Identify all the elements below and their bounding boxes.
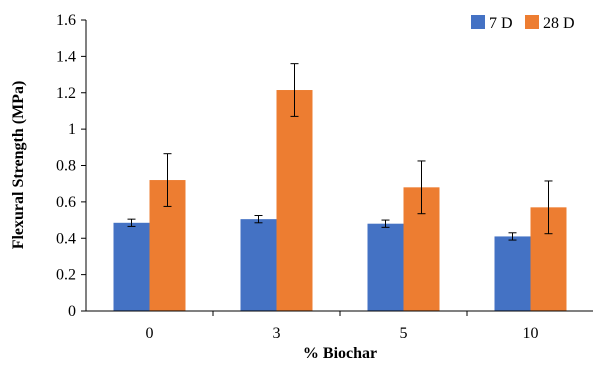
legend-label-28d: 28 D: [543, 15, 575, 32]
error-bar: [290, 63, 299, 117]
bar-28d-3: [276, 90, 313, 311]
bar-7d-10: [494, 236, 531, 311]
y-tick-label: 0.6: [56, 194, 76, 211]
error-bar: [508, 232, 517, 241]
error-bars-layer: [127, 63, 553, 241]
y-tick-label: 0: [68, 303, 76, 320]
y-axis-title: Flexural Strength (MPa): [10, 81, 27, 250]
error-bar: [417, 160, 426, 215]
y-tick-label: 0.4: [56, 230, 76, 247]
y-tick-label: 0.8: [56, 158, 76, 175]
y-tick-label: 1.4: [56, 48, 76, 65]
error-bar: [254, 215, 263, 224]
legend: 7 D 28 D: [471, 15, 575, 32]
legend-label-7d: 7 D: [489, 15, 513, 32]
error-bar: [163, 153, 172, 207]
bar-7d-3: [240, 219, 277, 311]
bars-layer: [113, 90, 567, 311]
x-tick-label: 0: [146, 325, 154, 342]
x-tick-label: 5: [400, 325, 408, 342]
legend-swatch-28d: [525, 15, 539, 29]
error-bar: [544, 180, 553, 235]
error-bar: [127, 218, 136, 227]
y-tick-label: 1: [68, 121, 76, 138]
x-tick-label: 10: [523, 325, 539, 342]
error-bar: [381, 219, 390, 228]
x-ticks-layer: 0 3 5 10: [146, 311, 539, 342]
y-ticks-layer: 0 0.2 0.4 0.6 0.8 1 1.2 1.4 1.6: [56, 12, 86, 320]
y-tick-label: 1.2: [56, 85, 76, 102]
x-axis-title: % Biochar: [303, 345, 377, 362]
y-tick-label: 0.2: [56, 267, 76, 284]
x-tick-label: 3: [273, 325, 281, 342]
bar-7d-5: [367, 223, 404, 311]
legend-swatch-7d: [471, 15, 485, 29]
y-tick-label: 1.6: [56, 12, 76, 29]
bar-7d-0: [113, 222, 150, 311]
